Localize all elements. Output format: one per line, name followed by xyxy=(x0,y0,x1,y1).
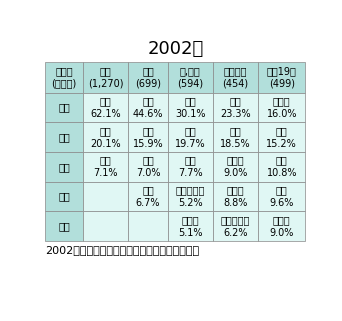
Text: ソバ
10.8%: ソバ 10.8% xyxy=(266,156,297,178)
Bar xyxy=(128,152,168,182)
Text: 牛乳
18.5%: 牛乳 18.5% xyxy=(220,126,251,149)
Text: ４～６歳
(454): ４～６歳 (454) xyxy=(222,66,249,89)
Text: ７～19歳
(499): ７～19歳 (499) xyxy=(267,66,297,89)
Text: 鶏卵
62.1%: 鶏卵 62.1% xyxy=(90,96,121,119)
Bar xyxy=(128,62,168,93)
Text: 甲殻類
16.0%: 甲殻類 16.0% xyxy=(266,96,297,119)
Bar xyxy=(83,152,128,182)
Text: 鶏卵
15.2%: 鶏卵 15.2% xyxy=(266,126,297,149)
Bar xyxy=(128,212,168,241)
Bar xyxy=(45,212,83,241)
Bar xyxy=(258,182,305,212)
Bar xyxy=(168,93,213,123)
Bar xyxy=(258,152,305,182)
Bar xyxy=(45,62,83,93)
Text: ５位: ５位 xyxy=(58,221,70,231)
Text: ４位: ４位 xyxy=(58,192,70,202)
Bar xyxy=(168,62,213,93)
Bar xyxy=(258,62,305,93)
Bar xyxy=(168,182,213,212)
Bar xyxy=(45,123,83,152)
Bar xyxy=(83,212,128,241)
Text: 鶏卵
30.1%: 鶏卵 30.1% xyxy=(175,96,206,119)
Bar xyxy=(168,212,213,241)
Text: 甲殻類
9.0%: 甲殻類 9.0% xyxy=(223,156,248,178)
Bar xyxy=(213,212,258,241)
Text: １位: １位 xyxy=(58,103,70,113)
Text: 果物類
8.8%: 果物類 8.8% xyxy=(223,185,248,208)
Bar xyxy=(128,123,168,152)
Bar xyxy=(83,62,128,93)
Bar xyxy=(128,182,168,212)
Bar xyxy=(258,93,305,123)
Text: 小麦
9.6%: 小麦 9.6% xyxy=(269,185,294,208)
Bar xyxy=(83,123,128,152)
Text: ０歳
(1,270): ０歳 (1,270) xyxy=(88,66,123,89)
Text: 甲殻類
5.1%: 甲殻類 5.1% xyxy=(178,215,202,238)
Text: 小麦
7.7%: 小麦 7.7% xyxy=(178,156,202,178)
Text: ２,３歳
(594): ２,３歳 (594) xyxy=(177,66,203,89)
Bar xyxy=(83,182,128,212)
Text: 魚卵
6.7%: 魚卵 6.7% xyxy=(136,185,160,208)
Bar xyxy=(213,123,258,152)
Bar xyxy=(45,182,83,212)
Text: 年齢群
(症例数): 年齢群 (症例数) xyxy=(51,66,77,89)
Text: 牛乳
20.1%: 牛乳 20.1% xyxy=(90,126,121,149)
Text: ２位: ２位 xyxy=(58,132,70,142)
Bar xyxy=(128,93,168,123)
Bar xyxy=(213,93,258,123)
Text: 牛乳
15.9%: 牛乳 15.9% xyxy=(133,126,163,149)
Text: 2002年: 2002年 xyxy=(147,39,203,57)
Bar xyxy=(168,152,213,182)
Text: ピーナッツ
5.2%: ピーナッツ 5.2% xyxy=(176,185,205,208)
Bar xyxy=(45,152,83,182)
Bar xyxy=(258,123,305,152)
Text: 小麦
7.0%: 小麦 7.0% xyxy=(136,156,160,178)
Bar xyxy=(213,182,258,212)
Bar xyxy=(83,93,128,123)
Text: 牛乳
19.7%: 牛乳 19.7% xyxy=(175,126,206,149)
Text: ３位: ３位 xyxy=(58,162,70,172)
Text: 鶏卵
23.3%: 鶏卵 23.3% xyxy=(220,96,251,119)
Bar xyxy=(45,93,83,123)
Text: 2002年即時型食物アレルギー全国疫学調査から: 2002年即時型食物アレルギー全国疫学調査から xyxy=(45,245,199,255)
Text: 果物類
9.0%: 果物類 9.0% xyxy=(269,215,294,238)
Bar xyxy=(258,212,305,241)
Bar xyxy=(213,152,258,182)
Text: １歳
(699): １歳 (699) xyxy=(135,66,161,89)
Bar xyxy=(213,62,258,93)
Text: 鶏卵
44.6%: 鶏卵 44.6% xyxy=(133,96,163,119)
Text: ピーナッツ
6.2%: ピーナッツ 6.2% xyxy=(221,215,250,238)
Bar xyxy=(168,123,213,152)
Text: 小麦
7.1%: 小麦 7.1% xyxy=(93,156,118,178)
